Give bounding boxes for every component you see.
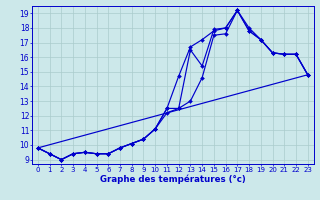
X-axis label: Graphe des températures (°c): Graphe des températures (°c) [100, 174, 246, 184]
